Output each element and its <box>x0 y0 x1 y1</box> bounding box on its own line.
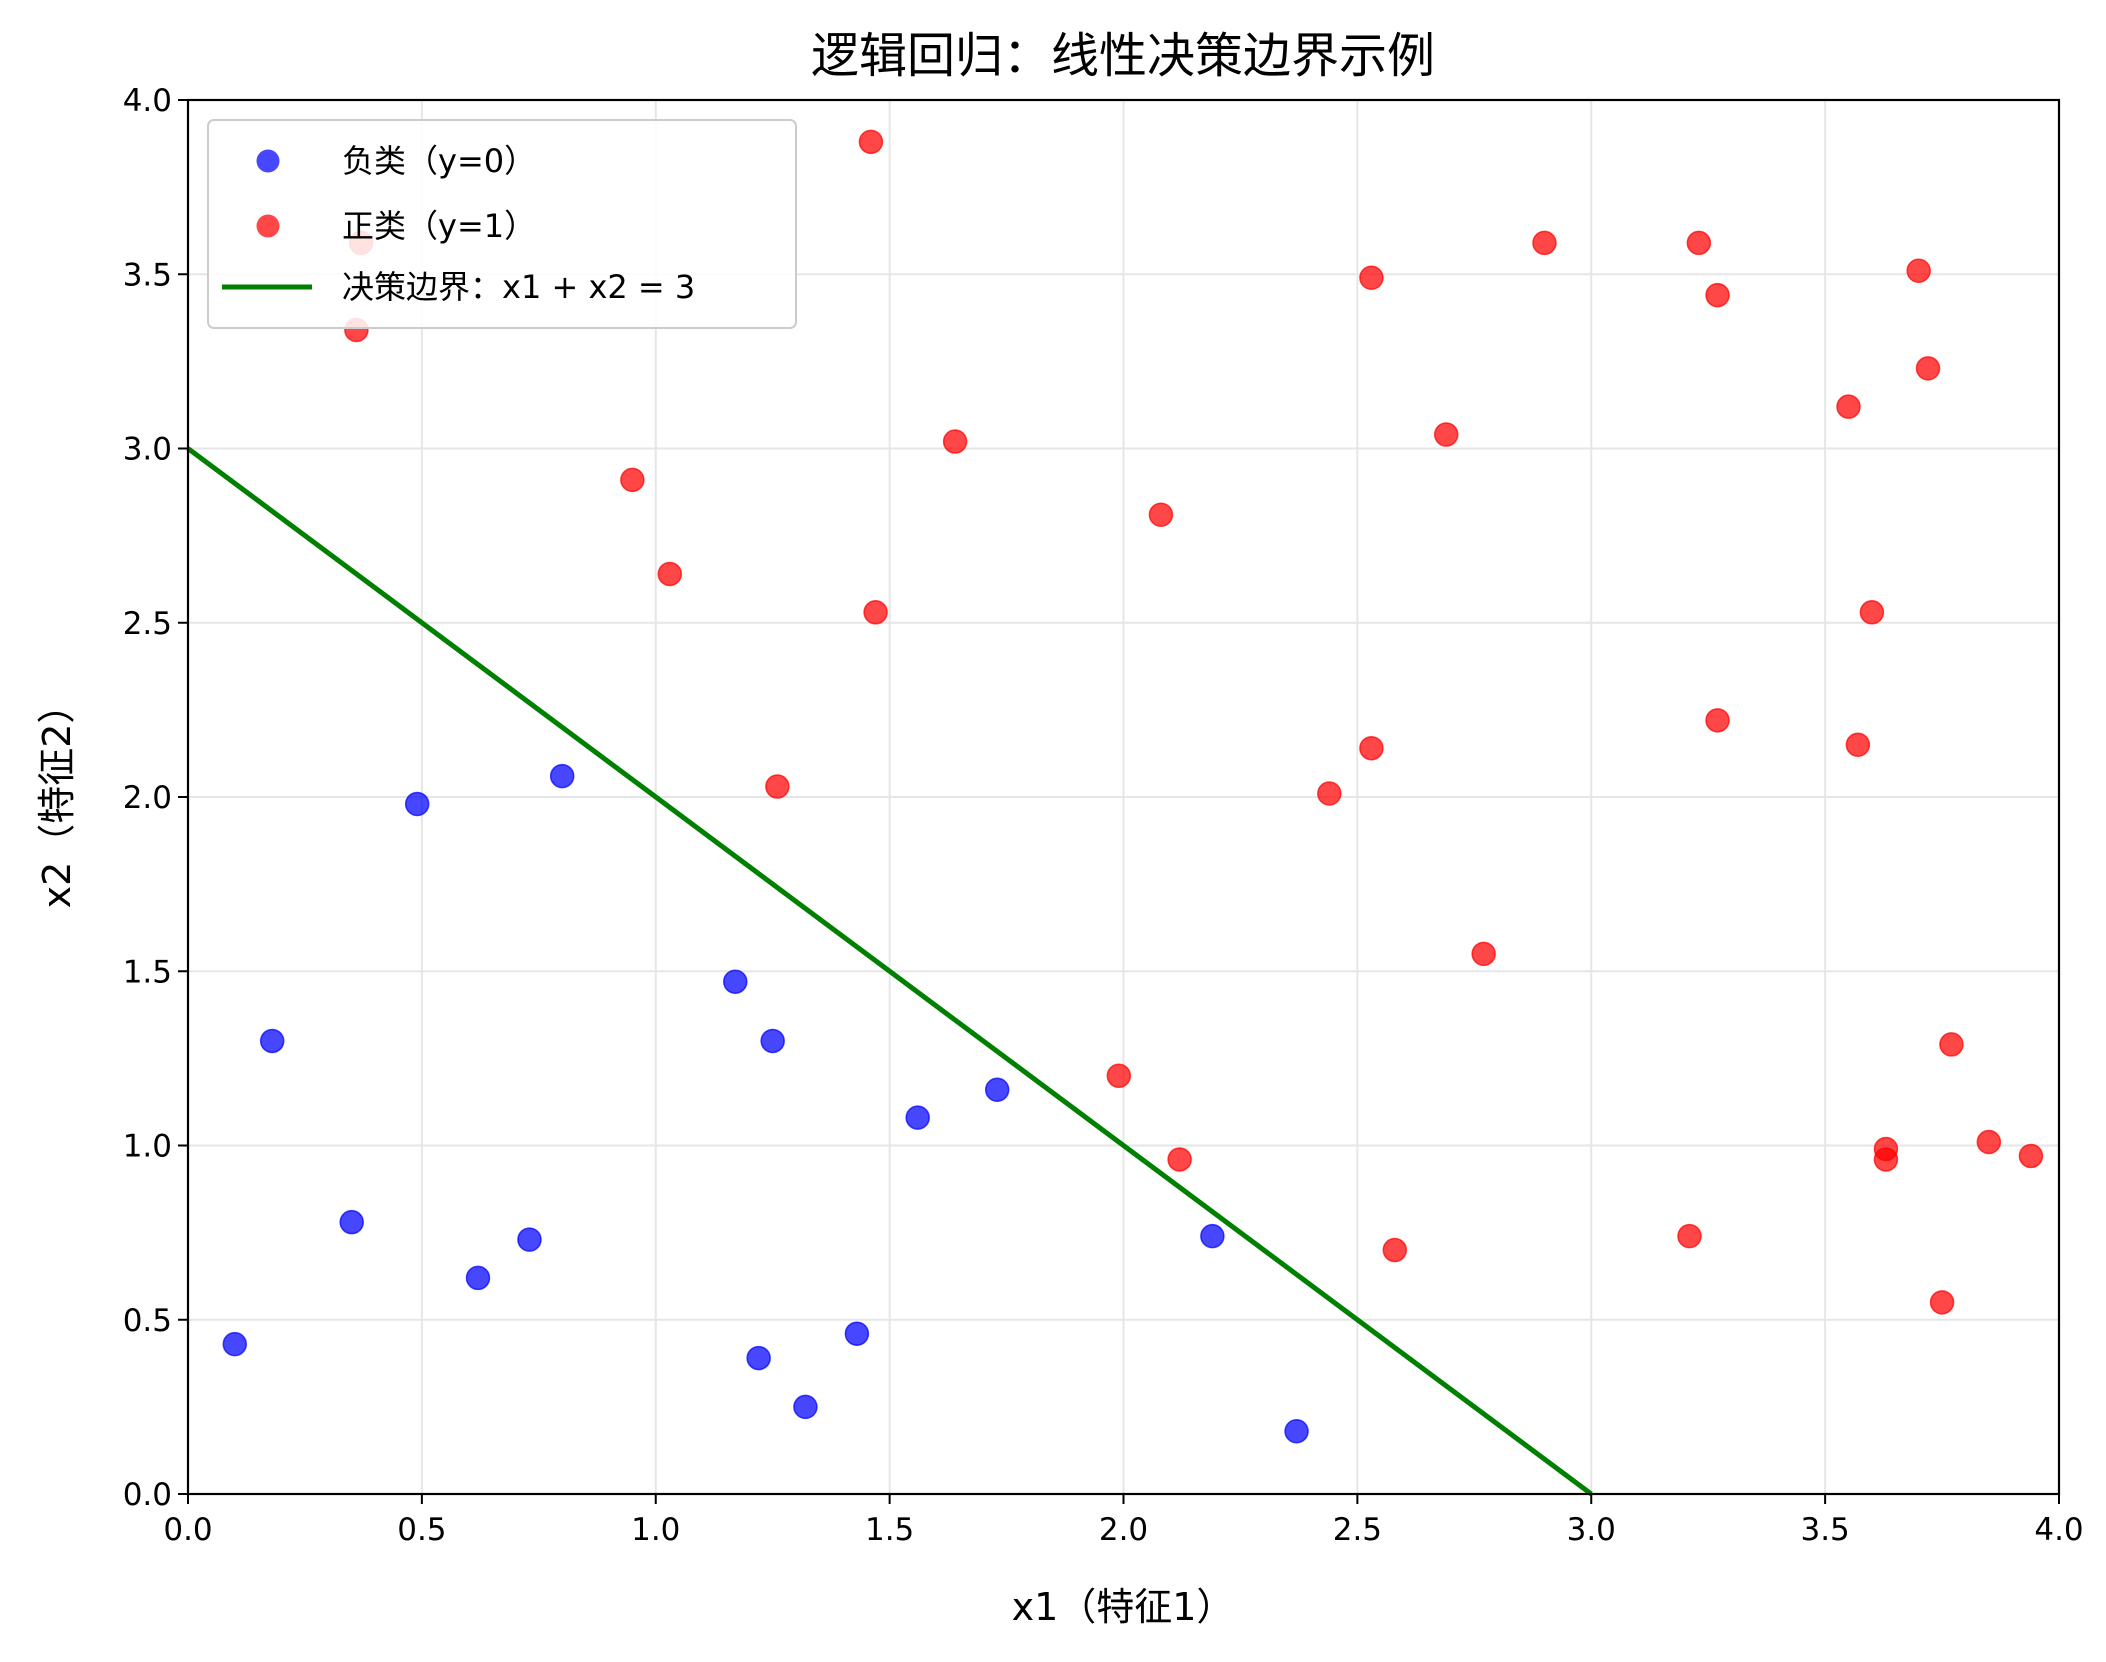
scatter-point-negative <box>844 1321 870 1346</box>
y-tick-label: 2.5 <box>123 606 172 642</box>
scatter-point-negative <box>1200 1223 1225 1249</box>
scatter-point-positive <box>1148 502 1174 527</box>
scatter-point-positive <box>1836 394 1861 419</box>
scatter-point-negative <box>793 1394 818 1420</box>
scatter-point-negative <box>746 1345 771 1371</box>
x-tick-label: 2.0 <box>1099 1512 1148 1548</box>
scatter-point-negative <box>259 1028 285 1054</box>
scatter-point-positive <box>2018 1143 2044 1169</box>
scatter-point-negative <box>723 969 748 994</box>
scatter-point-negative <box>1284 1419 1309 1444</box>
scatter-point-positive <box>1167 1147 1192 1172</box>
y-tick-label: 1.5 <box>123 954 172 990</box>
x-tick-label: 1.5 <box>865 1512 914 1548</box>
scatter-point-positive <box>1106 1063 1132 1089</box>
scatter-point-negative <box>517 1227 542 1252</box>
x-axis-label: x1（特征1） <box>1012 1585 1235 1629</box>
line-series-layer <box>186 446 1593 1497</box>
y-tick-label: 0.0 <box>123 1477 172 1513</box>
scatter-point-negative <box>339 1209 364 1235</box>
x-tick-label: 1.0 <box>631 1512 680 1548</box>
x-axis-ticks: 0.0 0.5 1.0 1.5 2.0 2.5 3.0 3.5 4.0 <box>163 1494 2084 1548</box>
decision-boundary-line <box>186 446 1593 1497</box>
y-tick-label: 1.0 <box>123 1129 172 1165</box>
x-tick-label: 3.5 <box>1800 1512 1849 1548</box>
y-tick-label: 3.0 <box>123 432 172 468</box>
scatter-point-positive <box>1359 735 1384 761</box>
scatter-point-positive <box>1471 941 1496 967</box>
legend-frame <box>207 119 797 329</box>
scatter-point-negative <box>760 1028 785 1054</box>
scatter-point-positive <box>1915 356 1941 381</box>
scatter-point-positive <box>1433 422 1459 447</box>
scatter-point-positive <box>1382 1237 1408 1263</box>
scatter-point-positive <box>858 129 884 155</box>
scatter-point-positive <box>1939 1032 1964 1057</box>
scatter-point-positive <box>1906 258 1931 284</box>
legend-marker-positive <box>256 214 280 238</box>
legend: 负类（y=0） 正类（y=1） 决策边界：x1 + x2 = 3 <box>207 119 797 329</box>
y-tick-label: 0.5 <box>123 1303 172 1339</box>
scatter-point-positive <box>765 774 790 799</box>
scatter-point-positive <box>1976 1129 2002 1155</box>
scatter-point-negative <box>222 1331 248 1357</box>
scatter-point-negative <box>549 763 575 789</box>
x-tick-label: 0.5 <box>397 1512 446 1548</box>
scatter-point-negative <box>465 1265 491 1291</box>
scatter-point-positive <box>1317 781 1342 806</box>
x-tick-label: 4.0 <box>2034 1512 2083 1548</box>
scatter-point-positive <box>1532 230 1557 256</box>
legend-label-boundary: 决策边界：x1 + x2 = 3 <box>342 268 695 306</box>
x-tick-label: 2.5 <box>1333 1512 1382 1548</box>
legend-label-negative: 负类（y=0） <box>342 142 536 180</box>
scatter-point-positive <box>657 561 683 587</box>
legend-label-positive: 正类（y=1） <box>342 207 536 245</box>
y-axis-label: x2（特征2） <box>35 686 79 909</box>
scatter-point-positive <box>1873 1147 1899 1172</box>
scatter-point-positive <box>1705 708 1730 733</box>
chart-title: 逻辑回归：线性决策边界示例 <box>811 28 1435 84</box>
scatter-point-positive <box>1859 600 1885 625</box>
x-tick-label: 0.0 <box>163 1512 212 1548</box>
scatter-point-positive <box>1359 265 1384 290</box>
legend-marker-negative <box>256 149 280 173</box>
y-axis-ticks: 0.0 0.5 1.0 1.5 2.0 2.5 3.0 3.5 4.0 <box>123 83 188 1513</box>
scatter-point-positive <box>620 467 645 493</box>
y-tick-label: 4.0 <box>123 83 172 119</box>
scatter-point-positive <box>1677 1223 1702 1249</box>
scatter-point-negative <box>984 1077 1010 1102</box>
y-tick-label: 2.0 <box>123 780 172 816</box>
scatter-point-negative <box>404 791 430 817</box>
scatter-point-positive <box>863 600 888 625</box>
x-tick-label: 3.0 <box>1567 1512 1616 1548</box>
scatter-point-positive <box>1845 732 1871 757</box>
y-tick-label: 3.5 <box>123 257 172 293</box>
scatter-point-positive <box>942 429 968 454</box>
scatter-point-positive <box>1929 1290 1955 1315</box>
scatter-point-positive <box>1686 230 1712 256</box>
scatter-point-negative <box>905 1105 930 1130</box>
scatter-point-positive <box>1705 282 1730 308</box>
